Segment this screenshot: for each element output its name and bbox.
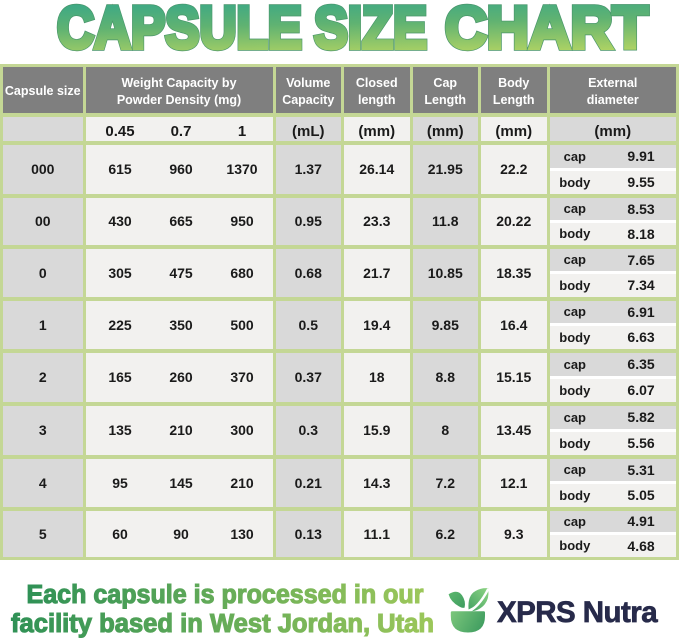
svg-text:Each capsule is processed in o: Each capsule is processed in our (27, 581, 424, 609)
svg-text:facility based in West Jordan,: facility based in West Jordan, Utah (11, 610, 434, 638)
